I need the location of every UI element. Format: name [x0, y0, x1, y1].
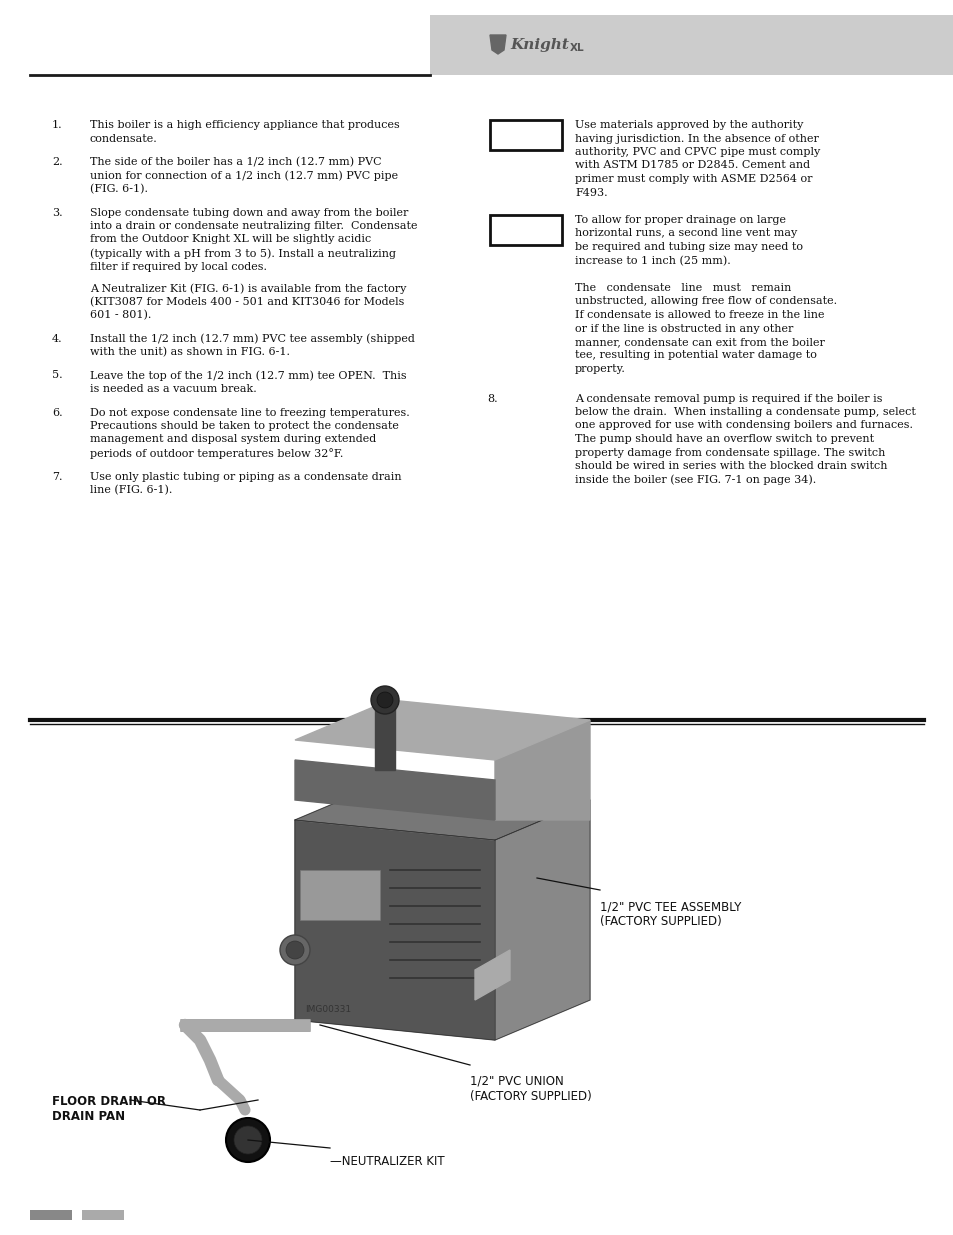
Polygon shape: [495, 800, 589, 1040]
Text: —NEUTRALIZER KIT: —NEUTRALIZER KIT: [330, 1155, 444, 1168]
Text: should be wired in series with the blocked drain switch: should be wired in series with the block…: [575, 461, 886, 471]
Text: from the Outdoor Knight XL will be slightly acidic: from the Outdoor Knight XL will be sligh…: [90, 235, 371, 245]
Text: This boiler is a high efficiency appliance that produces: This boiler is a high efficiency applian…: [90, 120, 399, 130]
Text: Slope condensate tubing down and away from the boiler: Slope condensate tubing down and away fr…: [90, 207, 408, 217]
Text: Do not expose condensate line to freezing temperatures.: Do not expose condensate line to freezin…: [90, 408, 410, 417]
Text: A condensate removal pump is required if the boiler is: A condensate removal pump is required if…: [575, 394, 882, 404]
Text: inside the boiler (see FIG. 7-1 on page 34).: inside the boiler (see FIG. 7-1 on page …: [575, 474, 816, 485]
Text: 8.: 8.: [486, 394, 497, 404]
Text: horizontal runs, a second line vent may: horizontal runs, a second line vent may: [575, 228, 797, 238]
Polygon shape: [294, 781, 589, 840]
Text: or if the line is obstructed in any other: or if the line is obstructed in any othe…: [575, 324, 793, 333]
Text: into a drain or condensate neutralizing filter.  Condensate: into a drain or condensate neutralizing …: [90, 221, 417, 231]
Polygon shape: [475, 950, 510, 1000]
Text: The side of the boiler has a 1/2 inch (12.7 mm) PVC: The side of the boiler has a 1/2 inch (1…: [90, 157, 381, 167]
Bar: [82, 1210, 124, 1220]
Circle shape: [280, 935, 310, 965]
Text: (FIG. 6-1).: (FIG. 6-1).: [90, 184, 148, 194]
Text: periods of outdoor temperatures below 32°F.: periods of outdoor temperatures below 32…: [90, 448, 343, 459]
Text: F493.: F493.: [575, 188, 607, 198]
Text: 6.: 6.: [52, 408, 63, 417]
Bar: [490, 120, 561, 149]
Text: one approved for use with condensing boilers and furnaces.: one approved for use with condensing boi…: [575, 420, 912, 431]
Text: is needed as a vacuum break.: is needed as a vacuum break.: [90, 384, 256, 394]
Text: Precautions should be taken to protect the condensate: Precautions should be taken to protect t…: [90, 421, 398, 431]
Bar: [490, 215, 561, 245]
Text: Leave the top of the 1/2 inch (12.7 mm) tee OPEN.  This: Leave the top of the 1/2 inch (12.7 mm) …: [90, 370, 406, 382]
Text: 1.: 1.: [52, 120, 63, 130]
Text: filter if required by local codes.: filter if required by local codes.: [90, 262, 267, 272]
Text: (typically with a pH from 3 to 5). Install a neutralizing: (typically with a pH from 3 to 5). Insta…: [90, 248, 395, 258]
Text: 3.: 3.: [52, 207, 63, 217]
Circle shape: [226, 1118, 270, 1162]
Bar: [30, 1210, 71, 1220]
Text: primer must comply with ASME D2564 or: primer must comply with ASME D2564 or: [575, 174, 812, 184]
Text: be required and tubing size may need to: be required and tubing size may need to: [575, 242, 802, 252]
Text: increase to 1 inch (25 mm).: increase to 1 inch (25 mm).: [575, 256, 730, 266]
Bar: [299, 869, 379, 920]
Polygon shape: [490, 35, 505, 54]
Text: below the drain.  When installing a condensate pump, select: below the drain. When installing a conde…: [575, 408, 915, 417]
Text: with ASTM D1785 or D2845. Cement and: with ASTM D1785 or D2845. Cement and: [575, 161, 809, 170]
Text: having jurisdiction. In the absence of other: having jurisdiction. In the absence of o…: [575, 133, 818, 143]
Text: A Neutralizer Kit (FIG. 6-1) is available from the factory: A Neutralizer Kit (FIG. 6-1) is availabl…: [90, 283, 406, 294]
Text: property damage from condensate spillage. The switch: property damage from condensate spillage…: [575, 447, 884, 457]
Text: Use only plastic tubing or piping as a condensate drain: Use only plastic tubing or piping as a c…: [90, 472, 401, 482]
Text: (KIT3087 for Models 400 - 501 and KIT3046 for Models: (KIT3087 for Models 400 - 501 and KIT304…: [90, 296, 404, 306]
Text: property.: property.: [575, 364, 625, 374]
Polygon shape: [294, 700, 589, 760]
Text: 4.: 4.: [52, 333, 63, 343]
Text: 1/2" PVC UNION
(FACTORY SUPPLIED): 1/2" PVC UNION (FACTORY SUPPLIED): [470, 1074, 591, 1103]
Polygon shape: [294, 760, 495, 820]
Text: Install the 1/2 inch (12.7 mm) PVC tee assembly (shipped: Install the 1/2 inch (12.7 mm) PVC tee a…: [90, 333, 415, 345]
Text: Knight: Knight: [510, 38, 568, 52]
Text: with the unit) as shown in FIG. 6-1.: with the unit) as shown in FIG. 6-1.: [90, 347, 290, 357]
Circle shape: [376, 692, 393, 708]
Text: XL: XL: [569, 43, 584, 53]
Text: condensate.: condensate.: [90, 133, 157, 143]
Text: Use materials approved by the authority: Use materials approved by the authority: [575, 120, 802, 130]
Text: IMG00331: IMG00331: [305, 1005, 351, 1014]
Text: 7.: 7.: [52, 472, 63, 482]
Text: tee, resulting in potential water damage to: tee, resulting in potential water damage…: [575, 351, 816, 361]
Bar: [430, 15, 953, 75]
Text: The pump should have an overflow switch to prevent: The pump should have an overflow switch …: [575, 433, 873, 445]
Text: unbstructed, allowing free flow of condensate.: unbstructed, allowing free flow of conde…: [575, 296, 836, 306]
Text: line (FIG. 6-1).: line (FIG. 6-1).: [90, 485, 172, 495]
Polygon shape: [375, 700, 395, 769]
Circle shape: [286, 941, 304, 960]
Text: 1/2" PVC TEE ASSEMBLY
(FACTORY SUPPLIED): 1/2" PVC TEE ASSEMBLY (FACTORY SUPPLIED): [599, 900, 740, 927]
Polygon shape: [294, 820, 495, 1040]
Text: 601 - 801).: 601 - 801).: [90, 310, 152, 320]
Text: authority, PVC and CPVC pipe must comply: authority, PVC and CPVC pipe must comply: [575, 147, 820, 157]
Text: The   condensate   line   must   remain: The condensate line must remain: [575, 283, 791, 293]
Circle shape: [233, 1126, 262, 1153]
Text: FLOOR DRAIN OR
DRAIN PAN: FLOOR DRAIN OR DRAIN PAN: [52, 1095, 166, 1123]
Circle shape: [371, 685, 398, 714]
Text: management and disposal system during extended: management and disposal system during ex…: [90, 435, 375, 445]
Text: 2.: 2.: [52, 157, 63, 167]
Text: To allow for proper drainage on large: To allow for proper drainage on large: [575, 215, 785, 225]
Text: manner, condensate can exit from the boiler: manner, condensate can exit from the boi…: [575, 337, 824, 347]
Text: If condensate is allowed to freeze in the line: If condensate is allowed to freeze in th…: [575, 310, 823, 320]
Polygon shape: [495, 720, 589, 820]
Text: 5.: 5.: [52, 370, 63, 380]
Text: union for connection of a 1/2 inch (12.7 mm) PVC pipe: union for connection of a 1/2 inch (12.7…: [90, 170, 397, 182]
